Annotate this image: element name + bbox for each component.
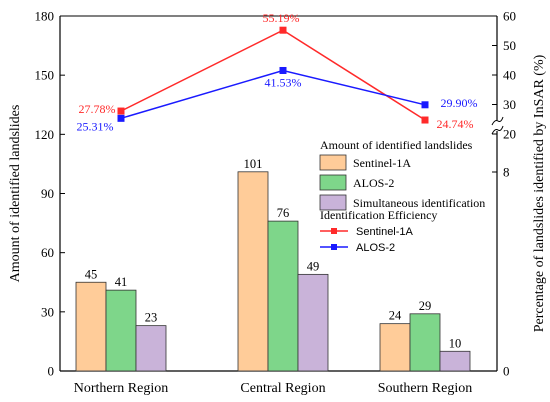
y-left-tick-label: 60: [41, 245, 54, 260]
legend-line-title: Identification Efficiency: [320, 208, 437, 222]
legend-label: ALOS-2: [353, 176, 394, 190]
bar-alos-2: [267, 220, 299, 372]
bar-value-label: 10: [449, 336, 462, 350]
bar-value-label: 41: [115, 275, 128, 289]
bar-value-label: 24: [389, 309, 402, 323]
legend-label: Sentinel-1A: [353, 156, 411, 170]
bar-sentinel-1a: [75, 281, 107, 372]
line-marker: [421, 101, 429, 109]
y-right-tick-label: 8: [503, 165, 510, 180]
line-marker: [279, 26, 287, 34]
line-marker: [421, 116, 429, 124]
y-right-tick-label: 30: [503, 97, 516, 112]
x-tick-label: Southern Region: [378, 381, 473, 396]
legend-bar-title: Amount of identified landslides: [320, 138, 473, 152]
bar-alos-2: [105, 289, 137, 372]
legend-line-marker: [331, 228, 337, 234]
line-marker: [117, 107, 125, 115]
bar-alos-2: [409, 313, 441, 372]
bar-simultaneous-identification: [135, 325, 167, 372]
y-left-tick-label: 0: [48, 364, 55, 379]
y-right-tick-label: 50: [503, 38, 516, 53]
line-marker: [117, 114, 125, 122]
y-right-tick-label: 40: [503, 68, 516, 83]
bar-value-label: 29: [419, 299, 432, 313]
legend-label: ALOS-2: [356, 242, 395, 254]
legend-label: Simultaneous identification: [353, 196, 485, 210]
y-right-tick-label: 0: [503, 364, 510, 379]
y-right-tick-label: 20: [503, 127, 516, 142]
legend-swatch: [319, 194, 347, 211]
bar-value-label: 49: [307, 259, 320, 273]
bar-simultaneous-identification: [297, 273, 329, 372]
axis-break-mark-upper: [491, 116, 504, 126]
point-label: 25.31%: [77, 119, 114, 133]
point-label: 41.53%: [265, 75, 302, 89]
y-left-axis-title: Amount of identified landslides: [8, 105, 23, 283]
bar-simultaneous-identification: [439, 350, 471, 372]
y-left-tick-label: 180: [35, 9, 55, 24]
legend-swatch: [319, 154, 347, 171]
y-left-tick-label: 150: [35, 68, 55, 83]
legend-line-marker: [331, 244, 337, 250]
legend-label: Sentinel-1A: [356, 226, 414, 238]
x-tick-label: Central Region: [240, 381, 325, 396]
point-label: 55.19%: [263, 11, 300, 25]
axis-break-mark-lower: [491, 125, 504, 135]
y-left-tick-label: 120: [35, 127, 55, 142]
bar-value-label: 101: [244, 157, 263, 171]
bar-value-label: 23: [145, 311, 158, 325]
bar-sentinel-1a: [379, 323, 411, 372]
line-marker: [279, 66, 287, 74]
x-tick-label: Northern Region: [74, 381, 168, 396]
point-label: 29.90%: [441, 96, 478, 110]
point-label: 24.74%: [437, 117, 474, 131]
y-right-tick-label: 60: [503, 9, 516, 24]
bar-value-label: 76: [277, 206, 290, 220]
bar-sentinel-1a: [237, 171, 269, 372]
y-left-tick-label: 90: [41, 186, 54, 201]
point-label: 27.78%: [79, 102, 116, 116]
plot-area: 0 30 60 90 120 150 180 20 30 40 50 60 0 8 Amount of id…: [8, 9, 547, 397]
y-right-axis-title: Percentage of landslides identified by I…: [532, 54, 547, 332]
legend-swatch: [319, 174, 347, 191]
y-left-tick-label: 30: [41, 304, 54, 319]
bar-value-label: 45: [85, 267, 98, 281]
